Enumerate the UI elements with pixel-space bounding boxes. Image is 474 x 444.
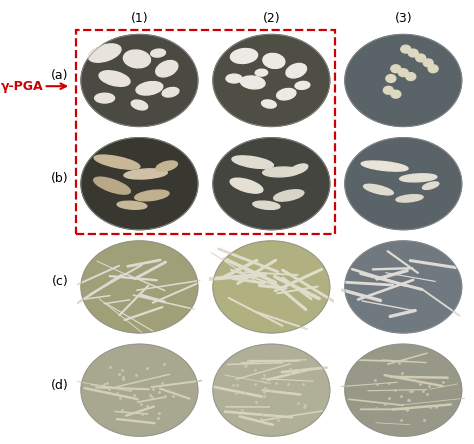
Circle shape xyxy=(81,35,198,127)
Text: γ-PGA: γ-PGA xyxy=(1,80,44,93)
Circle shape xyxy=(345,344,462,436)
Ellipse shape xyxy=(99,71,130,86)
Ellipse shape xyxy=(123,50,150,68)
Ellipse shape xyxy=(364,184,393,195)
Circle shape xyxy=(423,59,433,67)
Circle shape xyxy=(81,241,198,333)
Ellipse shape xyxy=(242,77,264,88)
Ellipse shape xyxy=(156,161,177,171)
Text: (2): (2) xyxy=(263,12,280,25)
Circle shape xyxy=(81,138,198,230)
Ellipse shape xyxy=(240,76,265,89)
Ellipse shape xyxy=(263,101,276,108)
Ellipse shape xyxy=(131,100,148,110)
Ellipse shape xyxy=(262,100,276,108)
Circle shape xyxy=(345,241,462,333)
Ellipse shape xyxy=(230,48,257,63)
Ellipse shape xyxy=(295,81,310,89)
Ellipse shape xyxy=(152,50,165,57)
Ellipse shape xyxy=(164,89,179,97)
Ellipse shape xyxy=(135,190,169,201)
Ellipse shape xyxy=(278,90,296,99)
Ellipse shape xyxy=(264,55,284,68)
Circle shape xyxy=(401,45,411,53)
Ellipse shape xyxy=(286,63,307,78)
Ellipse shape xyxy=(288,65,306,78)
Ellipse shape xyxy=(156,60,178,77)
Ellipse shape xyxy=(263,53,285,68)
Ellipse shape xyxy=(422,182,439,190)
Circle shape xyxy=(213,241,330,333)
Circle shape xyxy=(391,90,401,98)
Circle shape xyxy=(213,138,330,230)
Ellipse shape xyxy=(94,155,140,169)
Circle shape xyxy=(398,69,408,76)
Circle shape xyxy=(391,65,401,73)
Circle shape xyxy=(213,344,330,436)
Ellipse shape xyxy=(273,190,304,201)
Circle shape xyxy=(408,49,418,57)
Ellipse shape xyxy=(91,46,120,62)
Ellipse shape xyxy=(232,156,273,168)
Ellipse shape xyxy=(396,194,423,202)
Ellipse shape xyxy=(151,49,165,57)
Circle shape xyxy=(416,54,426,62)
Ellipse shape xyxy=(361,161,408,171)
Ellipse shape xyxy=(124,169,167,179)
Circle shape xyxy=(81,344,198,436)
Ellipse shape xyxy=(136,82,163,95)
Ellipse shape xyxy=(290,164,308,174)
Ellipse shape xyxy=(263,167,300,177)
Ellipse shape xyxy=(277,88,296,100)
Ellipse shape xyxy=(126,52,150,67)
Ellipse shape xyxy=(230,178,263,193)
Text: (c): (c) xyxy=(52,275,69,288)
Ellipse shape xyxy=(226,74,242,83)
Ellipse shape xyxy=(400,174,437,182)
Text: (3): (3) xyxy=(394,12,412,25)
Text: (b): (b) xyxy=(51,172,69,185)
Circle shape xyxy=(345,138,462,230)
Circle shape xyxy=(213,35,330,127)
Ellipse shape xyxy=(232,50,257,63)
Text: (a): (a) xyxy=(51,69,69,82)
Ellipse shape xyxy=(88,44,121,62)
Ellipse shape xyxy=(253,201,280,210)
Ellipse shape xyxy=(256,70,268,76)
Ellipse shape xyxy=(94,177,130,194)
Ellipse shape xyxy=(101,72,129,86)
Ellipse shape xyxy=(255,69,268,76)
Circle shape xyxy=(428,65,438,73)
Ellipse shape xyxy=(133,101,147,110)
Ellipse shape xyxy=(95,93,115,103)
Ellipse shape xyxy=(158,62,177,76)
Ellipse shape xyxy=(96,95,114,103)
Circle shape xyxy=(345,35,462,127)
Circle shape xyxy=(386,75,396,83)
Ellipse shape xyxy=(138,83,162,95)
Ellipse shape xyxy=(117,201,147,209)
Ellipse shape xyxy=(162,87,179,97)
Circle shape xyxy=(406,73,416,80)
Ellipse shape xyxy=(296,83,310,89)
Circle shape xyxy=(383,86,393,94)
Text: (1): (1) xyxy=(131,12,148,25)
Text: (d): (d) xyxy=(51,378,69,392)
Ellipse shape xyxy=(228,75,242,83)
